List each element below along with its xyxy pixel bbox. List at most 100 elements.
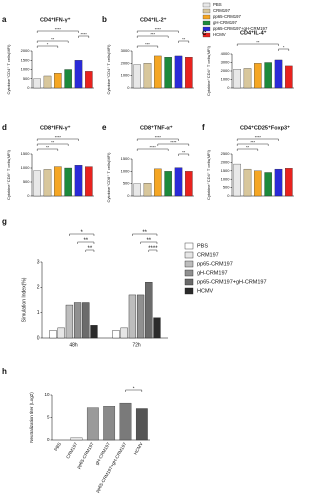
significance-label: **** (155, 134, 162, 139)
x-tick-label: 72h (132, 342, 141, 348)
panel-title: CD4⁺CD25⁺Foxp3⁺ (240, 124, 290, 131)
significance-bracket (132, 233, 158, 236)
legend-swatch (184, 251, 194, 259)
bar (153, 317, 161, 339)
bar (285, 65, 293, 89)
legend-label: pp65-CRM197+gH-CRM197 (197, 279, 267, 285)
significance-label: ** (88, 246, 93, 252)
bar (164, 171, 172, 197)
y-axis-label: Cytokine⁺CD4⁺ T cells(MFI) (106, 44, 111, 95)
legend-label: HCMV (213, 32, 226, 37)
significance-label: **** (148, 246, 158, 252)
y-tick-label: 0 (27, 193, 30, 198)
bar (64, 167, 72, 197)
panel-letter: a (2, 15, 7, 24)
x-tick-label: gH-CRM197 (94, 441, 111, 466)
y-tick-label: 10 (44, 392, 50, 397)
legend-label: HCMV (197, 288, 214, 294)
y-tick-label: 0 (127, 85, 130, 90)
bar (285, 168, 293, 197)
bar (128, 294, 137, 339)
significance-bracket (136, 138, 179, 141)
figure: PBSCRM197pp65-CRM197gH-CRM197pp65-CRM197… (2, 2, 294, 493)
y-tick-label: 1000 (221, 77, 231, 82)
y-tick-label: 0 (127, 193, 130, 198)
bar (70, 437, 83, 441)
y-tick-label: 0 (37, 335, 40, 341)
bar (74, 60, 83, 89)
legend-label: pp65-CRM197 (197, 261, 233, 267)
legend-swatch (184, 260, 194, 268)
significance-label: **** (81, 31, 88, 36)
significance-bracket (236, 148, 259, 151)
bar (274, 59, 283, 89)
y-tick-label: 500 (123, 181, 130, 186)
bar (243, 68, 252, 89)
y-tick-label: 1 (37, 310, 40, 316)
y-tick-label: 1500 (21, 57, 31, 62)
significance-bracket (157, 143, 190, 146)
panel-letter: e (102, 123, 107, 132)
significance-bracket (78, 35, 90, 38)
significance-bracket (125, 389, 143, 392)
significance-label: *** (145, 41, 150, 46)
bar (33, 78, 41, 89)
bar (174, 55, 183, 89)
significance-bracket (36, 45, 59, 48)
significance-bracket (85, 249, 95, 252)
y-tick-label: 1500 (21, 151, 31, 156)
y-axis-label: Simulation Index(%) (21, 277, 27, 322)
panel-letter: b (102, 15, 107, 24)
significance-label: ** (182, 36, 186, 41)
bar (86, 407, 99, 441)
significance-label: **** (170, 139, 177, 144)
significance-label: ** (83, 238, 88, 244)
legend-swatch (202, 14, 211, 20)
bar (54, 166, 62, 197)
bar (254, 63, 262, 89)
bar (74, 165, 83, 197)
significance-label: ** (256, 39, 260, 44)
significance-label: ** (182, 149, 186, 154)
bar (82, 302, 90, 339)
legend-label: PBS (197, 243, 208, 249)
y-tick-label: 1500 (121, 156, 131, 161)
panel-title: CD8⁺IFN-γ⁺ (40, 124, 71, 131)
significance-label: * (81, 230, 84, 236)
significance-bracket (36, 40, 69, 43)
bar (233, 163, 241, 197)
bar (133, 64, 141, 89)
bar (135, 408, 148, 441)
significance-label: ** (51, 36, 55, 41)
significance-label: **** (150, 144, 157, 149)
y-tick-label: 500 (23, 76, 30, 81)
y-tick-label: 5 (47, 415, 50, 420)
y-tick-label: 1000 (221, 176, 231, 181)
significance-label: **** (255, 134, 262, 139)
bar (57, 327, 65, 339)
significance-bracket (236, 138, 279, 141)
significance-label: *** (250, 139, 255, 144)
legend-swatch (202, 2, 211, 8)
legend-swatch (184, 287, 194, 295)
bar (185, 171, 193, 197)
y-axis-label: Cytokine⁺CD8⁺ T cells(MFI) (106, 152, 111, 203)
legend-swatch (202, 32, 211, 38)
bar (73, 302, 82, 339)
significance-bracket (36, 30, 79, 33)
y-tick-label: 3 (37, 259, 40, 265)
panel-title: CD4⁺IFN-γ⁺ (40, 16, 71, 23)
significance-label: * (47, 41, 49, 46)
significance-label: ** (142, 230, 147, 236)
significance-bracket (136, 30, 179, 33)
legend-swatch (202, 26, 211, 32)
y-axis-label: Cytokine⁺CD4⁺ T cells(MFI) (206, 45, 211, 96)
bar (64, 69, 72, 89)
y-tick-label: 2000 (121, 60, 131, 65)
significance-bracket (278, 48, 290, 51)
significance-bracket (77, 241, 95, 244)
significance-label: ** (51, 139, 55, 144)
significance-label: *** (150, 31, 155, 36)
y-tick-label: 1000 (121, 168, 131, 173)
bar (103, 406, 116, 441)
